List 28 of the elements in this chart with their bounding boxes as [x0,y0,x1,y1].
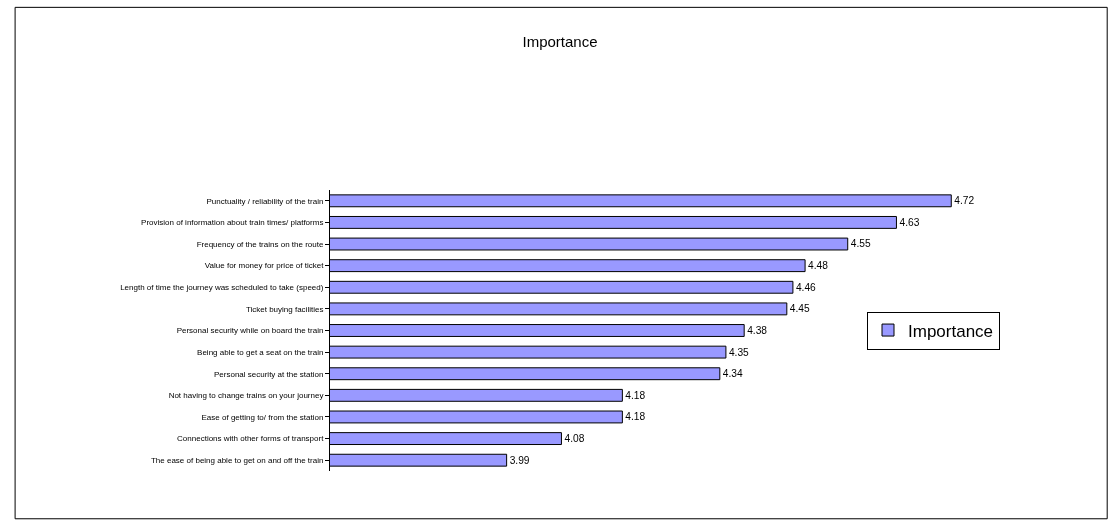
y-tick-label: Ticket buying facilities [245,304,324,314]
data-label: 4.38 [747,324,768,336]
y-tick-label: Value for money for price of ticket [204,261,325,271]
y-tick-label: Personal security while on board the train [176,326,324,336]
data-label: 4.18 [625,389,646,401]
y-tick-label: Not having to change trains on your journey [168,391,324,401]
data-label: 4.63 [899,216,920,228]
data-label: 4.55 [850,238,871,250]
data-label: 4.34 [722,368,743,380]
data-label: 4.35 [728,346,750,358]
y-tick-label: Punctuality / reliability of the train [206,196,324,206]
chart-title: Importance [522,32,598,50]
data-label: 4.08 [564,432,585,444]
y-tick-label: Length of time the journey was scheduled to take (speed) [120,283,324,293]
data-label: 4.46 [795,281,817,293]
y-tick-label: Ease of getting to/ from the station [201,412,324,422]
legend-label: Importance [908,321,994,341]
y-tick-label: Connections with other forms of transport [177,434,325,444]
data-label: 4.18 [625,411,646,423]
data-label: 3.99 [509,454,530,466]
y-tick-label: Being able to get a seat on the train [197,347,324,357]
y-tick-label: Provision of information about train times/ platforms [141,218,324,228]
y-tick-label: The ease of being able to get on and off the train [150,455,324,465]
y-tick-label: Frequency of the trains on the route [196,239,324,249]
data-label: 4.48 [808,260,829,272]
data-label: 4.45 [789,303,810,315]
y-tick-label: Personal security at the station [214,369,324,379]
data-label: 4.72 [954,195,975,207]
